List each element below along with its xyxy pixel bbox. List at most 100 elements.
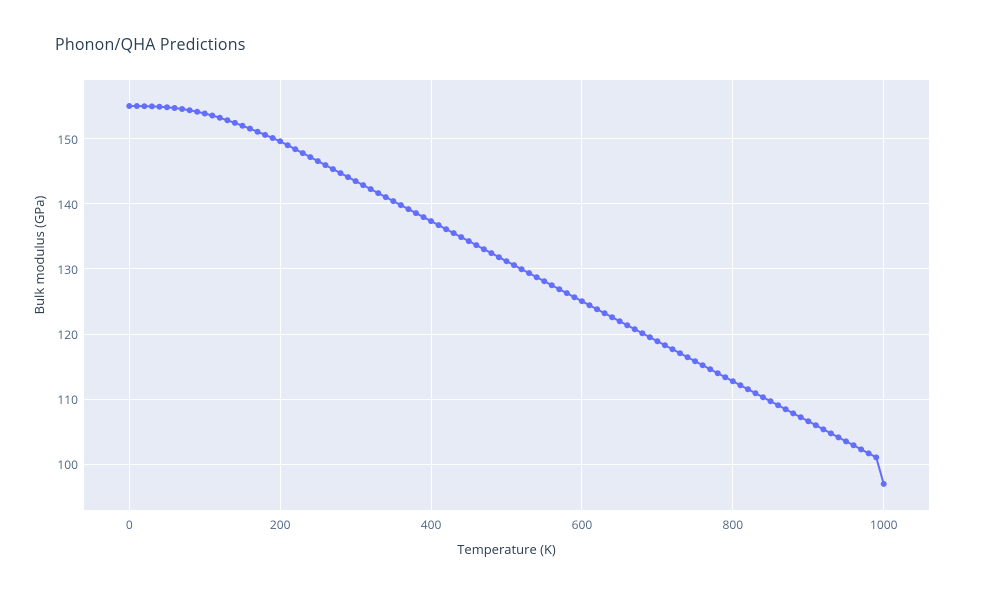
series-marker[interactable]: [737, 382, 743, 388]
series-marker[interactable]: [843, 438, 849, 444]
series-marker[interactable]: [179, 106, 185, 112]
series-marker[interactable]: [451, 230, 457, 236]
series-marker[interactable]: [722, 374, 728, 380]
series-marker[interactable]: [647, 334, 653, 340]
series-marker[interactable]: [473, 242, 479, 248]
series-marker[interactable]: [292, 146, 298, 152]
series-marker[interactable]: [383, 194, 389, 200]
series-marker[interactable]: [745, 386, 751, 392]
series-marker[interactable]: [775, 402, 781, 408]
series-marker[interactable]: [156, 104, 162, 110]
series-marker[interactable]: [126, 103, 132, 109]
series-marker[interactable]: [798, 414, 804, 420]
series-marker[interactable]: [768, 398, 774, 404]
series-marker[interactable]: [556, 286, 562, 292]
series-marker[interactable]: [835, 434, 841, 440]
series-marker[interactable]: [632, 326, 638, 332]
series-marker[interactable]: [700, 362, 706, 368]
series-marker[interactable]: [300, 150, 306, 156]
series-marker[interactable]: [851, 442, 857, 448]
series-marker[interactable]: [519, 266, 525, 272]
series-marker[interactable]: [375, 190, 381, 196]
series-marker[interactable]: [232, 120, 238, 126]
series-marker[interactable]: [707, 366, 713, 372]
series-marker[interactable]: [805, 418, 811, 424]
series-marker[interactable]: [202, 110, 208, 116]
series-marker[interactable]: [639, 330, 645, 336]
series-marker[interactable]: [405, 206, 411, 212]
series-marker[interactable]: [262, 132, 268, 138]
series-marker[interactable]: [428, 218, 434, 224]
series-marker[interactable]: [881, 481, 887, 487]
series-marker[interactable]: [873, 454, 879, 460]
series-marker[interactable]: [285, 142, 291, 148]
series-marker[interactable]: [217, 115, 223, 121]
series-marker[interactable]: [669, 346, 675, 352]
series-marker[interactable]: [692, 358, 698, 364]
series-marker[interactable]: [685, 354, 691, 360]
series-marker[interactable]: [390, 198, 396, 204]
series-marker[interactable]: [617, 318, 623, 324]
series-marker[interactable]: [760, 394, 766, 400]
series-marker[interactable]: [541, 278, 547, 284]
series-marker[interactable]: [820, 426, 826, 432]
series-marker[interactable]: [398, 202, 404, 208]
series-marker[interactable]: [360, 182, 366, 188]
series-marker[interactable]: [549, 282, 555, 288]
series-marker[interactable]: [307, 154, 313, 160]
series-marker[interactable]: [526, 270, 532, 276]
series-marker[interactable]: [602, 310, 608, 316]
series-marker[interactable]: [624, 322, 630, 328]
series-marker[interactable]: [858, 446, 864, 452]
series-marker[interactable]: [134, 103, 140, 109]
series-marker[interactable]: [813, 422, 819, 428]
series-marker[interactable]: [586, 302, 592, 308]
series-marker[interactable]: [255, 129, 261, 135]
series-marker[interactable]: [436, 222, 442, 228]
series-marker[interactable]: [345, 174, 351, 180]
series-marker[interactable]: [338, 170, 344, 176]
series-marker[interactable]: [270, 135, 276, 141]
series-marker[interactable]: [504, 258, 510, 264]
series-marker[interactable]: [579, 298, 585, 304]
series-marker[interactable]: [209, 113, 215, 119]
series-marker[interactable]: [466, 238, 472, 244]
series-marker[interactable]: [752, 390, 758, 396]
series-marker[interactable]: [783, 406, 789, 412]
series-marker[interactable]: [654, 338, 660, 344]
series-marker[interactable]: [534, 274, 540, 280]
series-marker[interactable]: [239, 123, 245, 129]
series-marker[interactable]: [677, 350, 683, 356]
series-marker[interactable]: [715, 370, 721, 376]
series-marker[interactable]: [511, 262, 517, 268]
series-marker[interactable]: [443, 226, 449, 232]
series-marker[interactable]: [790, 410, 796, 416]
series-marker[interactable]: [368, 186, 374, 192]
series-marker[interactable]: [594, 306, 600, 312]
series-marker[interactable]: [564, 290, 570, 296]
series-marker[interactable]: [481, 246, 487, 252]
series-marker[interactable]: [458, 234, 464, 240]
series-marker[interactable]: [330, 166, 336, 172]
series-marker[interactable]: [488, 250, 494, 256]
series-marker[interactable]: [141, 103, 147, 109]
series-marker[interactable]: [609, 314, 615, 320]
series-marker[interactable]: [315, 158, 321, 164]
series-marker[interactable]: [277, 138, 283, 144]
series-marker[interactable]: [247, 126, 253, 132]
series-marker[interactable]: [571, 294, 577, 300]
series-marker[interactable]: [662, 342, 668, 348]
series-marker[interactable]: [187, 107, 193, 113]
series-marker[interactable]: [172, 105, 178, 111]
series-marker[interactable]: [194, 109, 200, 115]
series-marker[interactable]: [730, 378, 736, 384]
series-marker[interactable]: [421, 214, 427, 220]
series-marker[interactable]: [353, 178, 359, 184]
series-marker[interactable]: [164, 104, 170, 110]
series-marker[interactable]: [828, 430, 834, 436]
series-marker[interactable]: [413, 210, 419, 216]
series-marker[interactable]: [866, 450, 872, 456]
series-marker[interactable]: [224, 117, 230, 123]
series-marker[interactable]: [322, 162, 328, 168]
series-marker[interactable]: [149, 103, 155, 109]
